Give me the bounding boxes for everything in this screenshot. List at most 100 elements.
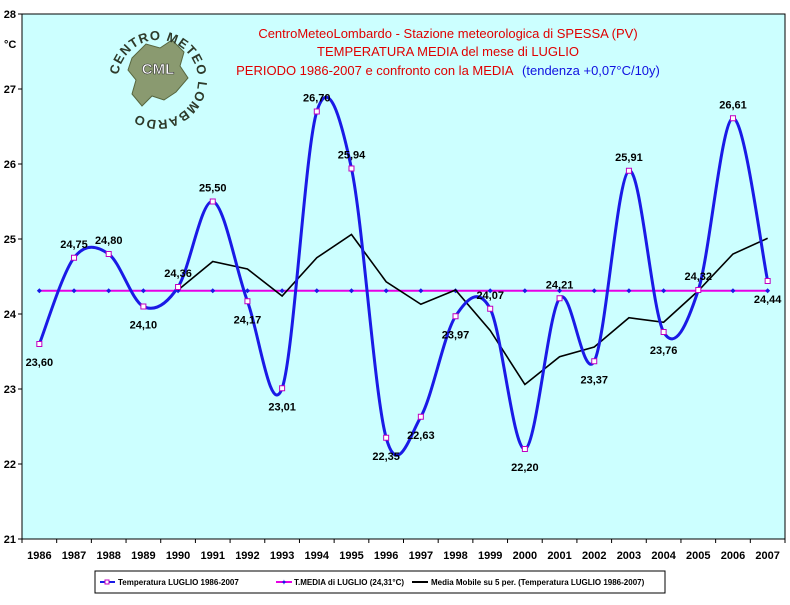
x-tick-label: 2006	[721, 550, 745, 562]
legend-marker-temperature	[104, 579, 110, 585]
mean-point	[106, 288, 112, 294]
mean-point	[557, 288, 563, 294]
legend-marker-mean: ✦	[281, 578, 288, 587]
mean-point	[730, 288, 736, 294]
temperature-point	[140, 303, 147, 310]
data-label: 23,97	[442, 329, 470, 341]
title-trend: (tendenza +0,07°C/10y)	[522, 63, 660, 78]
mean-point	[418, 288, 424, 294]
series-line-moving-average	[177, 233, 768, 386]
title-line-3-main: PERIODO 1986-2007 e confronto con la MED…	[236, 63, 514, 78]
data-label: 24,32	[685, 271, 713, 283]
temperature-point	[591, 358, 598, 365]
mean-point	[71, 288, 77, 294]
temperature-point	[71, 254, 78, 261]
x-tick-label: 2003	[617, 550, 641, 562]
y-axis: 21 22 23 24 25 26 27 28	[4, 9, 22, 546]
x-tick-label: 1990	[166, 550, 190, 562]
temperature-point	[209, 198, 216, 205]
data-label: 23,37	[580, 374, 608, 386]
x-tick-label: 1996	[374, 550, 398, 562]
mean-point	[140, 288, 146, 294]
data-label: 24,21	[546, 279, 574, 291]
mean-point	[383, 288, 389, 294]
temperature-point	[244, 298, 251, 305]
temperature-point	[105, 251, 112, 257]
title-line-3: PERIODO 1986-2007 e confronto con la MED…	[236, 62, 660, 79]
mean-point	[36, 288, 42, 294]
mean-point	[522, 288, 528, 294]
temperature-point	[487, 305, 494, 312]
x-tick-label: 2001	[547, 550, 571, 562]
x-tick-label: 1993	[270, 550, 294, 562]
y-tick-label: 25	[4, 234, 16, 246]
logo-map-shape	[127, 39, 189, 107]
data-label: 24,10	[130, 320, 158, 332]
mean-point	[314, 288, 320, 294]
x-tick-label: 2007	[755, 550, 779, 562]
data-labels: 23,60 24,75 24,80 24,10 24,36 25,50 24,17 23,01…	[26, 93, 783, 475]
data-label: 25,50	[199, 183, 227, 195]
temperature-point	[729, 115, 736, 122]
legend: Temperatura LUGLIO 1986-2007 ✦ T.MEDIA d…	[94, 570, 666, 594]
temperature-point	[764, 278, 771, 284]
data-label: 24,44	[754, 294, 782, 306]
y-tick-label: 21	[4, 534, 16, 546]
temperature-point	[279, 385, 286, 392]
legend-box	[94, 570, 666, 594]
data-label: 24,07	[476, 290, 504, 302]
mean-point	[661, 288, 667, 294]
x-tick-label: 1999	[478, 550, 502, 562]
data-label: 23,60	[26, 357, 54, 369]
temperature-point	[695, 287, 702, 293]
data-label: 23,01	[268, 401, 296, 413]
data-label: 24,75	[60, 239, 88, 251]
y-tick-label: 26	[4, 159, 16, 171]
temperature-point	[521, 446, 528, 452]
mean-point	[626, 288, 632, 294]
temperature-point	[625, 167, 632, 174]
temperature-point	[36, 341, 43, 347]
temperature-point	[556, 295, 563, 302]
temperature-point	[660, 329, 667, 335]
x-tick-label: 1989	[131, 550, 155, 562]
x-tick-label: 1998	[443, 550, 467, 562]
x-axis: 1986 1987 1988 1989 1990 1991 1992 1993 1994 1995…	[21, 539, 786, 562]
data-label: 25,91	[615, 152, 643, 164]
mean-point	[210, 288, 216, 294]
data-label: 25,94	[338, 150, 366, 162]
x-tick-label: 1991	[201, 550, 225, 562]
data-label: 24,80	[95, 235, 123, 247]
data-label: 26,70	[303, 93, 331, 105]
data-label: 22,20	[511, 462, 539, 474]
y-axis-unit-label: °C	[4, 39, 16, 51]
data-label: 24,17	[234, 314, 262, 326]
temperature-point	[175, 284, 182, 290]
x-tick-label: 1994	[305, 550, 330, 562]
x-tick-label: 1992	[235, 550, 259, 562]
mean-point	[279, 288, 285, 294]
y-tick-label: 28	[4, 9, 16, 21]
title-line-1: CentroMeteoLombardo - Stazione meteorolo…	[258, 26, 637, 41]
legend-label-mean: T.MEDIA di LUGLIO (24,31°C)	[294, 578, 404, 587]
mean-point	[487, 288, 493, 294]
data-label: 23,76	[650, 345, 678, 357]
temperature-point	[452, 313, 459, 320]
mean-point	[244, 288, 250, 294]
legend-label-temperature: Temperatura LUGLIO 1986-2007	[118, 578, 239, 587]
y-tick-label: 27	[4, 84, 16, 96]
data-label: 22,63	[407, 430, 435, 442]
x-tick-label: 2002	[582, 550, 606, 562]
legend-label-moving-average: Media Mobile su 5 per. (Temperatura LUGL…	[431, 578, 645, 587]
y-tick-label: 24	[4, 309, 17, 321]
temperature-point	[348, 165, 355, 172]
x-tick-label: 1986	[27, 550, 51, 562]
x-tick-label: 1997	[409, 550, 433, 562]
x-tick-label: 2004	[651, 550, 676, 562]
temperature-point	[313, 108, 320, 115]
temperature-point	[417, 413, 424, 420]
x-tick-label: 1988	[96, 550, 120, 562]
x-tick-label: 1987	[62, 550, 86, 562]
